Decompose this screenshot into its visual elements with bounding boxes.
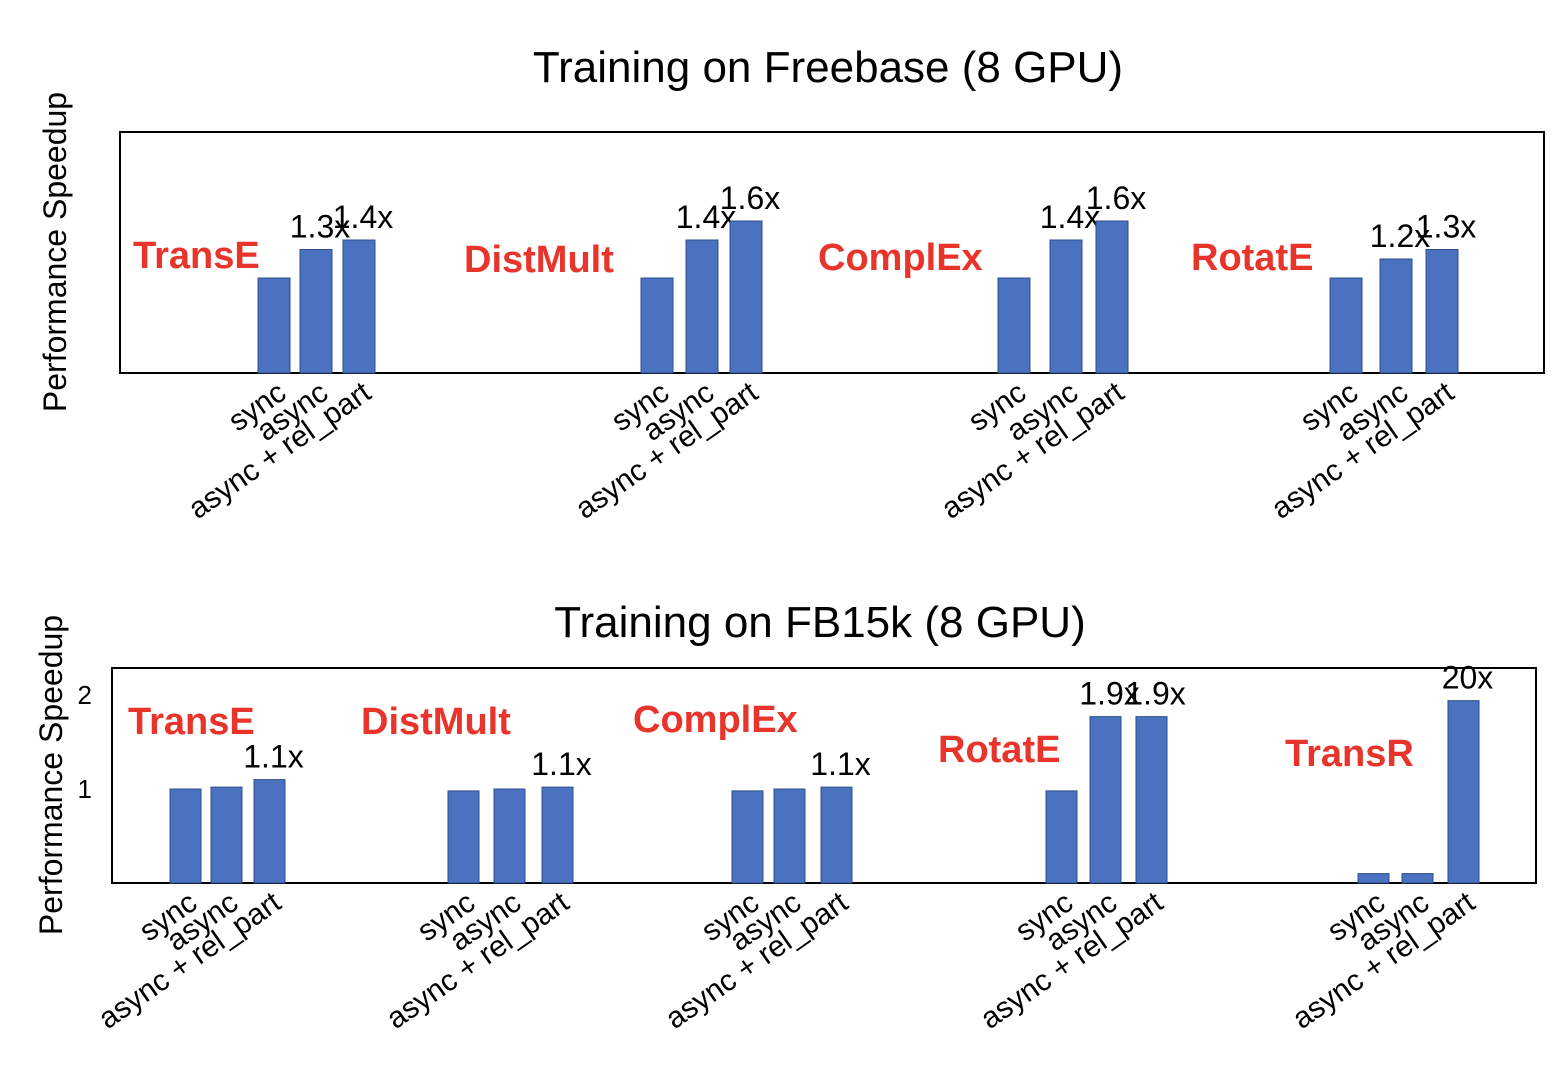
data-label: 20x: [1442, 660, 1494, 696]
model-label: DistMult: [361, 701, 511, 743]
bar: [820, 786, 853, 884]
bar: [342, 239, 376, 374]
y-tick-label: 1: [78, 774, 92, 804]
model-label: DistMult: [464, 239, 614, 281]
data-label: 1.9x: [1079, 676, 1139, 712]
bar: [169, 788, 202, 884]
bar: [1329, 277, 1363, 374]
bar: [210, 786, 243, 884]
bar: [1045, 790, 1078, 884]
model-label: ComplEx: [633, 699, 798, 741]
bar: [541, 786, 574, 884]
model-label: RotatE: [1191, 237, 1313, 279]
bar: [299, 249, 333, 374]
bar: [1049, 239, 1083, 374]
model-label: RotatE: [938, 729, 1060, 771]
data-label: 1.2x: [1370, 218, 1430, 254]
bar: [447, 790, 480, 884]
chart-title: Training on Freebase (8 GPU): [533, 43, 1123, 92]
model-label: TransE: [128, 701, 255, 743]
model-label: ComplEx: [818, 237, 983, 279]
bar: [997, 277, 1031, 374]
bar: [729, 220, 763, 374]
data-label: 1.4x: [1040, 199, 1100, 235]
bar: [731, 790, 764, 884]
bar: [640, 277, 674, 374]
bar: [1135, 716, 1168, 884]
data-label: 1.3x: [290, 209, 350, 245]
bar: [1379, 258, 1413, 374]
plot-frame: [119, 131, 1545, 374]
bar: [1425, 249, 1459, 374]
data-label: 1.4x: [333, 199, 393, 235]
model-label: TransE: [133, 235, 260, 277]
y-axis-label: Performance Speedup: [33, 615, 69, 935]
data-label: 1.3x: [1416, 209, 1476, 245]
data-label: 1.1x: [243, 739, 303, 775]
bar: [493, 788, 526, 884]
model-label: TransR: [1285, 733, 1414, 775]
bar: [257, 277, 291, 374]
data-label: 1.9x: [1125, 676, 1185, 712]
y-axis-label: Performance Speedup: [37, 92, 73, 412]
data-label: 1.6x: [1086, 180, 1146, 216]
chart-title: Training on FB15k (8 GPU): [554, 598, 1085, 647]
data-label: 1.1x: [531, 746, 591, 782]
data-label: 1.6x: [720, 180, 780, 216]
bar: [1447, 700, 1480, 884]
data-label: 1.1x: [810, 746, 870, 782]
bar: [1357, 873, 1390, 884]
bar: [253, 779, 286, 884]
bar: [1401, 873, 1434, 884]
data-label: 1.4x: [676, 199, 736, 235]
bar: [1089, 716, 1122, 884]
bar: [685, 239, 719, 374]
y-tick-label: 2: [78, 680, 92, 710]
bar: [773, 788, 806, 884]
bar: [1095, 220, 1129, 374]
